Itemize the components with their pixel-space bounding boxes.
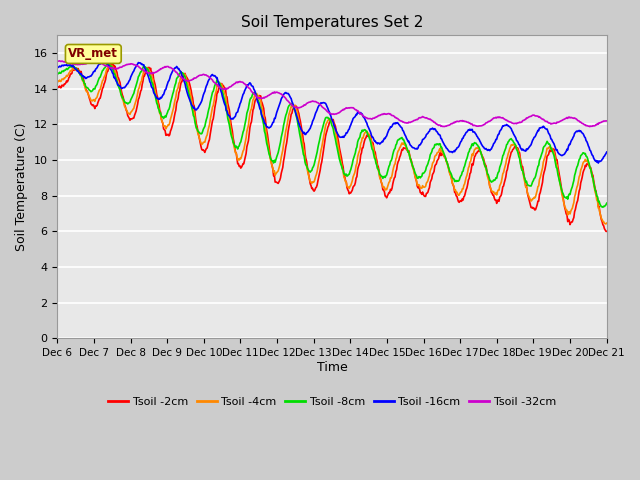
Tsoil -8cm bbox=[415, 174, 423, 180]
Tsoil -2cm bbox=[399, 145, 407, 151]
Tsoil -4cm bbox=[108, 62, 115, 68]
Tsoil -32cm bbox=[56, 58, 63, 64]
Line: Tsoil -4cm: Tsoil -4cm bbox=[58, 65, 607, 224]
Tsoil -16cm bbox=[415, 142, 423, 148]
Tsoil -2cm bbox=[63, 79, 71, 85]
Tsoil -8cm bbox=[599, 204, 607, 210]
Line: Tsoil -8cm: Tsoil -8cm bbox=[58, 64, 607, 207]
Tsoil -32cm bbox=[205, 75, 213, 81]
Line: Tsoil -32cm: Tsoil -32cm bbox=[58, 61, 607, 127]
Tsoil -4cm bbox=[415, 182, 423, 188]
Tsoil -4cm bbox=[603, 220, 611, 226]
Line: Tsoil -16cm: Tsoil -16cm bbox=[58, 62, 607, 163]
Tsoil -16cm bbox=[99, 59, 106, 65]
Tsoil -16cm bbox=[121, 85, 129, 91]
Tsoil -32cm bbox=[64, 60, 72, 66]
Tsoil -32cm bbox=[603, 118, 611, 124]
Tsoil -2cm bbox=[54, 84, 61, 89]
Tsoil -16cm bbox=[63, 63, 71, 69]
Title: Soil Temperatures Set 2: Soil Temperatures Set 2 bbox=[241, 15, 423, 30]
Tsoil -4cm bbox=[205, 122, 213, 128]
Legend: Tsoil -2cm, Tsoil -4cm, Tsoil -8cm, Tsoil -16cm, Tsoil -32cm: Tsoil -2cm, Tsoil -4cm, Tsoil -8cm, Tsoi… bbox=[104, 392, 561, 411]
Tsoil -8cm bbox=[103, 61, 111, 67]
Tsoil -2cm bbox=[177, 83, 184, 88]
Tsoil -4cm bbox=[177, 75, 184, 81]
Tsoil -4cm bbox=[63, 73, 71, 79]
Tsoil -32cm bbox=[177, 73, 184, 79]
Text: VR_met: VR_met bbox=[68, 48, 118, 60]
Tsoil -2cm bbox=[108, 60, 115, 66]
Tsoil -4cm bbox=[399, 140, 407, 146]
Tsoil -8cm bbox=[54, 71, 61, 76]
Tsoil -2cm bbox=[121, 102, 129, 108]
Tsoil -2cm bbox=[205, 137, 213, 143]
Tsoil -8cm bbox=[121, 99, 129, 105]
Tsoil -4cm bbox=[121, 104, 129, 109]
Tsoil -4cm bbox=[602, 221, 610, 227]
Tsoil -32cm bbox=[399, 119, 407, 125]
Tsoil -16cm bbox=[399, 128, 407, 134]
Tsoil -16cm bbox=[595, 160, 602, 166]
Tsoil -2cm bbox=[603, 228, 611, 234]
Tsoil -4cm bbox=[54, 78, 61, 84]
Tsoil -8cm bbox=[177, 70, 184, 75]
Tsoil -16cm bbox=[54, 64, 61, 70]
Tsoil -16cm bbox=[177, 68, 184, 74]
Tsoil -32cm bbox=[586, 124, 594, 130]
Tsoil -2cm bbox=[415, 186, 423, 192]
Tsoil -32cm bbox=[54, 58, 61, 64]
Tsoil -8cm bbox=[603, 200, 611, 206]
Tsoil -16cm bbox=[205, 76, 213, 82]
X-axis label: Time: Time bbox=[317, 360, 348, 374]
Tsoil -32cm bbox=[415, 115, 423, 120]
Tsoil -32cm bbox=[121, 63, 129, 69]
Tsoil -8cm bbox=[63, 67, 71, 72]
Y-axis label: Soil Temperature (C): Soil Temperature (C) bbox=[15, 122, 28, 251]
Tsoil -16cm bbox=[603, 149, 611, 155]
Line: Tsoil -2cm: Tsoil -2cm bbox=[58, 63, 607, 231]
Tsoil -8cm bbox=[399, 137, 407, 143]
Tsoil -8cm bbox=[205, 104, 213, 110]
